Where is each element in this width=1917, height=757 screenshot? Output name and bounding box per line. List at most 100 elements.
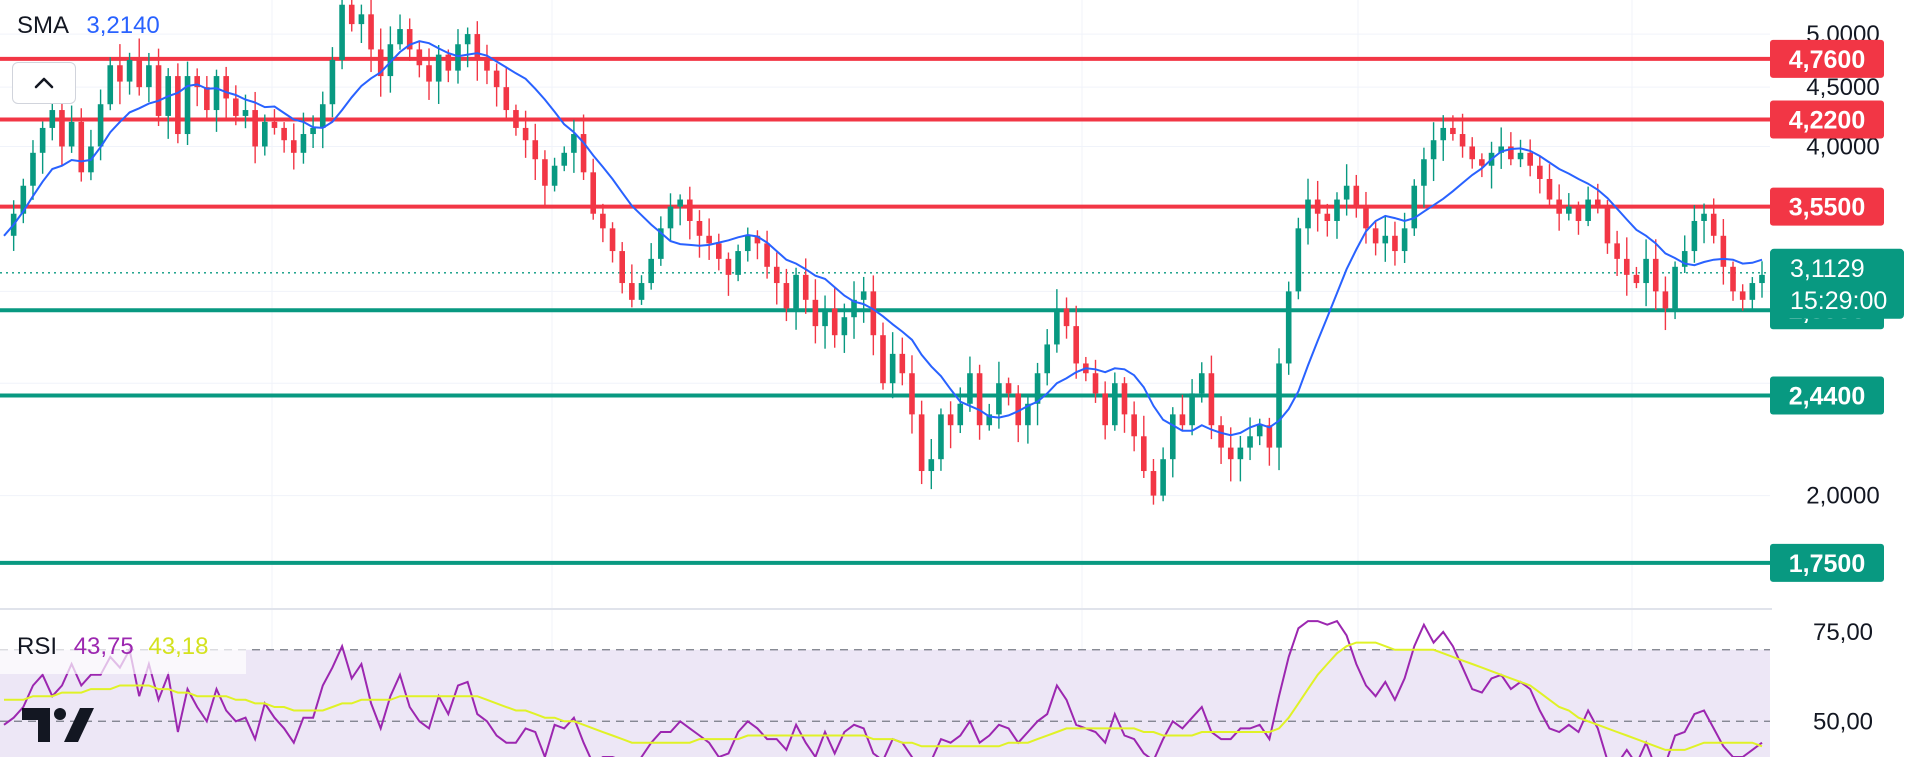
- candle-body: [1073, 326, 1079, 364]
- candle-body: [339, 4, 345, 60]
- candle-body: [223, 76, 229, 99]
- candle-body: [600, 213, 606, 229]
- candle-body: [358, 14, 365, 25]
- candle-body: [126, 59, 133, 82]
- candle-body: [542, 159, 548, 186]
- candle-body: [117, 65, 123, 82]
- candle-body: [1160, 459, 1166, 496]
- candle-body: [1672, 266, 1678, 309]
- candle-body: [899, 353, 906, 374]
- candle-body: [1334, 199, 1340, 221]
- candle-body: [39, 127, 46, 153]
- rsi-lines: [3, 619, 1763, 757]
- candle-body: [793, 274, 799, 309]
- candle-body: [735, 251, 741, 275]
- candle-body: [571, 134, 577, 153]
- candle-body: [107, 65, 114, 105]
- candle-body: [1372, 228, 1379, 244]
- candle-body: [1092, 373, 1099, 394]
- candle-body: [957, 403, 964, 426]
- candle-body: [822, 308, 828, 327]
- candle-body: [175, 76, 181, 135]
- candle-body: [300, 134, 307, 153]
- candle-body: [619, 251, 625, 284]
- candle-body: [1343, 185, 1350, 200]
- candle-body: [310, 127, 316, 135]
- candle-body: [406, 29, 413, 50]
- candle-body: [1131, 414, 1137, 437]
- candle-body: [1604, 206, 1611, 244]
- price-tick-label: 2,0000: [1806, 483, 1879, 510]
- rsi-ma-line: [4, 641, 1763, 751]
- candle-body: [1556, 199, 1562, 214]
- candlestick-series: [10, 0, 1765, 505]
- candle-body: [918, 414, 925, 472]
- candle-body: [1044, 344, 1051, 374]
- candle-body: [1295, 228, 1302, 292]
- level-badge-label: 4,7600: [1789, 46, 1865, 74]
- level-badge-label: 3,5500: [1789, 194, 1865, 222]
- candle-body: [1256, 425, 1263, 437]
- candle-body: [580, 134, 587, 173]
- candle-body: [204, 87, 210, 111]
- candle-body: [1594, 199, 1601, 207]
- candle-body: [1623, 258, 1630, 275]
- candle-body: [1198, 373, 1205, 394]
- level-badge: [1770, 543, 1884, 582]
- candle-body: [744, 235, 751, 252]
- candle-body: [590, 172, 597, 214]
- sma-line: [3, 40, 1763, 437]
- candle-body: [1450, 127, 1456, 135]
- candle-body: [194, 76, 200, 88]
- candle-body: [1015, 393, 1022, 426]
- candle-body: [49, 110, 56, 128]
- candle-body: [1324, 213, 1331, 221]
- candle-body: [1469, 146, 1476, 160]
- candle-body: [1208, 373, 1215, 426]
- tradingview-logo[interactable]: [22, 706, 94, 749]
- candle-body: [1363, 206, 1369, 229]
- rsi-legend[interactable]: RSI 43,75 43,18: [17, 633, 208, 661]
- candle-body: [136, 59, 143, 88]
- candle-body: [20, 185, 27, 214]
- candle-body: [1710, 213, 1717, 236]
- candle-body: [1392, 235, 1398, 252]
- candle-body: [1691, 220, 1698, 252]
- candle-body: [715, 243, 722, 259]
- candle-body: [252, 110, 258, 147]
- candle-body: [1508, 146, 1514, 160]
- candle-body: [242, 110, 249, 116]
- candle-body: [1411, 185, 1418, 229]
- candle-body: [290, 140, 297, 153]
- sma-legend[interactable]: SMA 3,2140: [17, 12, 160, 40]
- candle-body: [687, 199, 693, 221]
- candle-body: [59, 110, 65, 147]
- collapse-legend-button[interactable]: [12, 62, 76, 104]
- candle-body: [213, 76, 220, 111]
- rsi-legend-backdrop: [0, 628, 246, 674]
- candle-body: [397, 29, 403, 45]
- candle-body: [1227, 447, 1234, 460]
- candle-body: [1498, 146, 1504, 153]
- candle-body: [1566, 206, 1572, 214]
- candle-body: [368, 14, 374, 50]
- candle-body: [764, 243, 770, 267]
- rsi-tick-label: 75,00: [1813, 619, 1873, 646]
- candle-body: [97, 104, 104, 147]
- candle-body: [68, 121, 75, 147]
- candle-body: [1759, 274, 1765, 284]
- candle-body: [928, 459, 935, 472]
- candle-body: [1025, 403, 1031, 426]
- candle-body: [455, 44, 461, 71]
- candle-body: [1141, 436, 1147, 472]
- candle-body: [860, 291, 867, 300]
- candle-body: [1643, 258, 1649, 284]
- chevron-up-icon: [34, 77, 54, 89]
- candle-body: [522, 127, 529, 141]
- current-price-badge: [1770, 248, 1904, 319]
- candle-body: [1749, 283, 1756, 300]
- candle-body: [484, 59, 490, 71]
- candle-body: [1575, 206, 1582, 221]
